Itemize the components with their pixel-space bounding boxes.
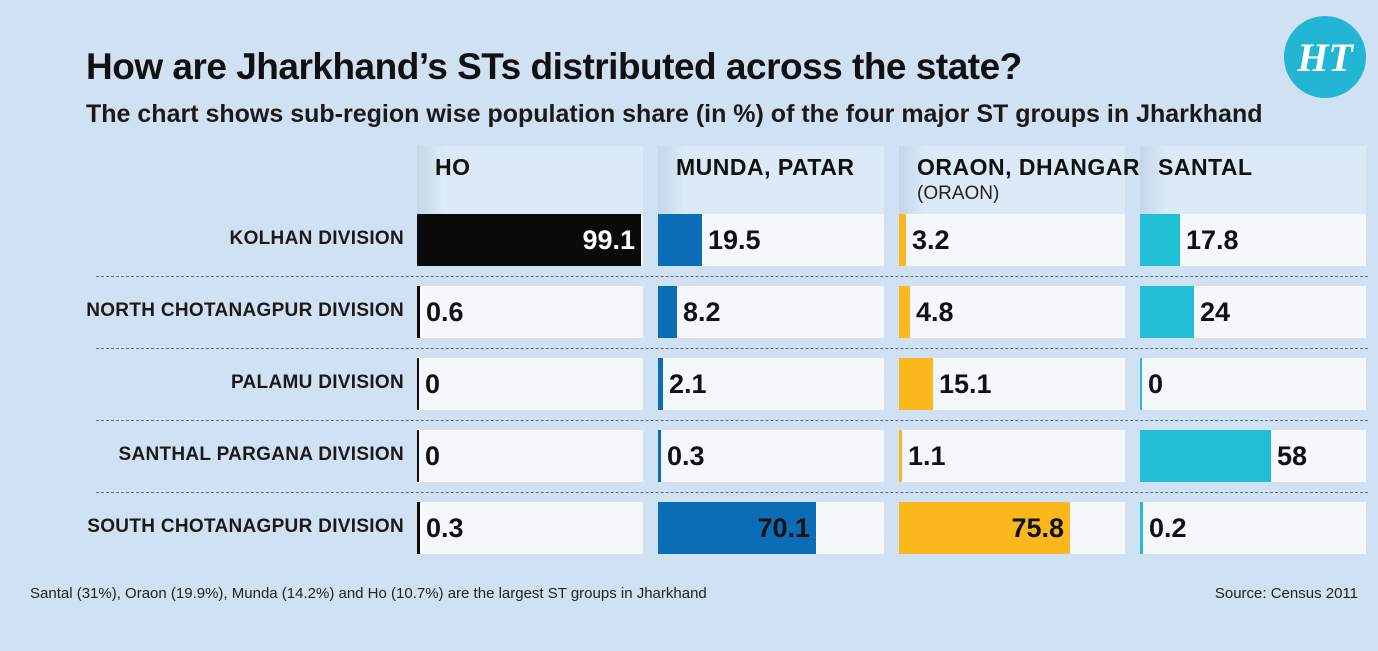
bar [658,358,663,410]
bar [1140,502,1143,554]
bar-cell: 3.2 [899,214,1125,266]
bar [899,286,910,338]
bar [899,214,906,266]
data-label: 1.1 [908,441,946,471]
column-header-ho: HO [417,146,643,214]
bar-cell: 58 [1140,430,1366,482]
row-separator [96,348,1368,349]
column-header-oraon-dhangar: ORAON, DHANGAR (ORAON) [899,146,1140,214]
series-name: HO [435,154,471,180]
chart-subtitle: The chart shows sub-region wise populati… [86,100,1263,128]
bar [899,502,1070,554]
data-label: 0 [1148,369,1164,399]
bar-cell: 0 [417,358,643,410]
bar [417,430,419,482]
category-label: KOLHAN DIVISION [229,228,404,249]
series-name: ORAON, DHANGAR [917,154,1140,180]
bar-cell: 15.1 [899,358,1125,410]
bar-cell: 24 [1140,286,1366,338]
bar [417,502,420,554]
data-label: 58 [1277,441,1308,471]
bar [658,214,702,266]
row-separator [96,492,1368,493]
bar-cell: 4.8 [899,286,1125,338]
data-label: 15.1 [939,369,992,399]
bar [417,214,641,266]
category-label: NORTH CHOTANAGPUR DIVISION [86,300,404,321]
bar-cell: 8.2 [658,286,884,338]
bar [417,286,420,338]
category-label: SANTHAL PARGANA DIVISION [118,444,404,465]
bar-cell: 70.1 [658,502,884,554]
category-label: SOUTH CHOTANAGPUR DIVISION [87,516,404,537]
bar [1140,358,1142,410]
data-label: 4.8 [916,297,954,327]
bar-cell: 19.5 [658,214,884,266]
ht-logo: HT [1284,16,1366,98]
bar [1140,286,1194,338]
data-label: 0.3 [667,441,705,471]
row-separator [96,420,1368,421]
column-header-santal: SANTAL [1140,146,1366,214]
data-label: 19.5 [708,225,761,255]
data-label: 24 [1200,297,1231,327]
bar [658,502,816,554]
footnote: Santal (31%), Oraon (19.9%), Munda (14.2… [30,585,707,602]
data-label: 2.1 [669,369,707,399]
data-label: 0.2 [1149,513,1187,543]
bar [417,358,419,410]
series-subname: (ORAON) [917,183,1000,204]
data-label: 0.6 [426,297,464,327]
source-note: Source: Census 2011 [1214,585,1358,602]
data-label: 99.1 [582,225,635,255]
bar [899,430,902,482]
bar [899,358,933,410]
category-label: PALAMU DIVISION [230,372,404,393]
bar [658,430,661,482]
bar-cell: 2.1 [658,358,884,410]
column-header-munda-patar: MUNDA, PATAR [658,146,884,214]
bar-cell: 17.8 [1140,214,1366,266]
bar-cell: 0.6 [417,286,643,338]
bar-cell: 1.1 [899,430,1125,482]
bar [658,286,677,338]
bar-cell: 0.3 [658,430,884,482]
bar [1140,430,1271,482]
data-label: 3.2 [912,225,950,255]
data-label: 8.2 [683,297,721,327]
bar-cell: 75.8 [899,502,1125,554]
data-label: 0.3 [426,513,464,543]
bar-cell: 99.1 [417,214,643,266]
chart-title: How are Jharkhand’s STs distributed acro… [86,46,1022,87]
series-name: MUNDA, PATAR [676,154,855,180]
data-label: 0 [425,441,441,471]
bar-cell: 0 [417,430,643,482]
bar-cell: 0.2 [1140,502,1366,554]
bar-cell: 0.3 [417,502,643,554]
bar-cell: 0 [1140,358,1366,410]
row-separator [96,276,1368,277]
data-label: 17.8 [1186,225,1239,255]
bar [1140,214,1180,266]
data-label: 0 [425,369,441,399]
series-name: SANTAL [1158,154,1253,180]
data-label: 75.8 [1011,513,1064,543]
data-label: 70.1 [757,513,810,543]
